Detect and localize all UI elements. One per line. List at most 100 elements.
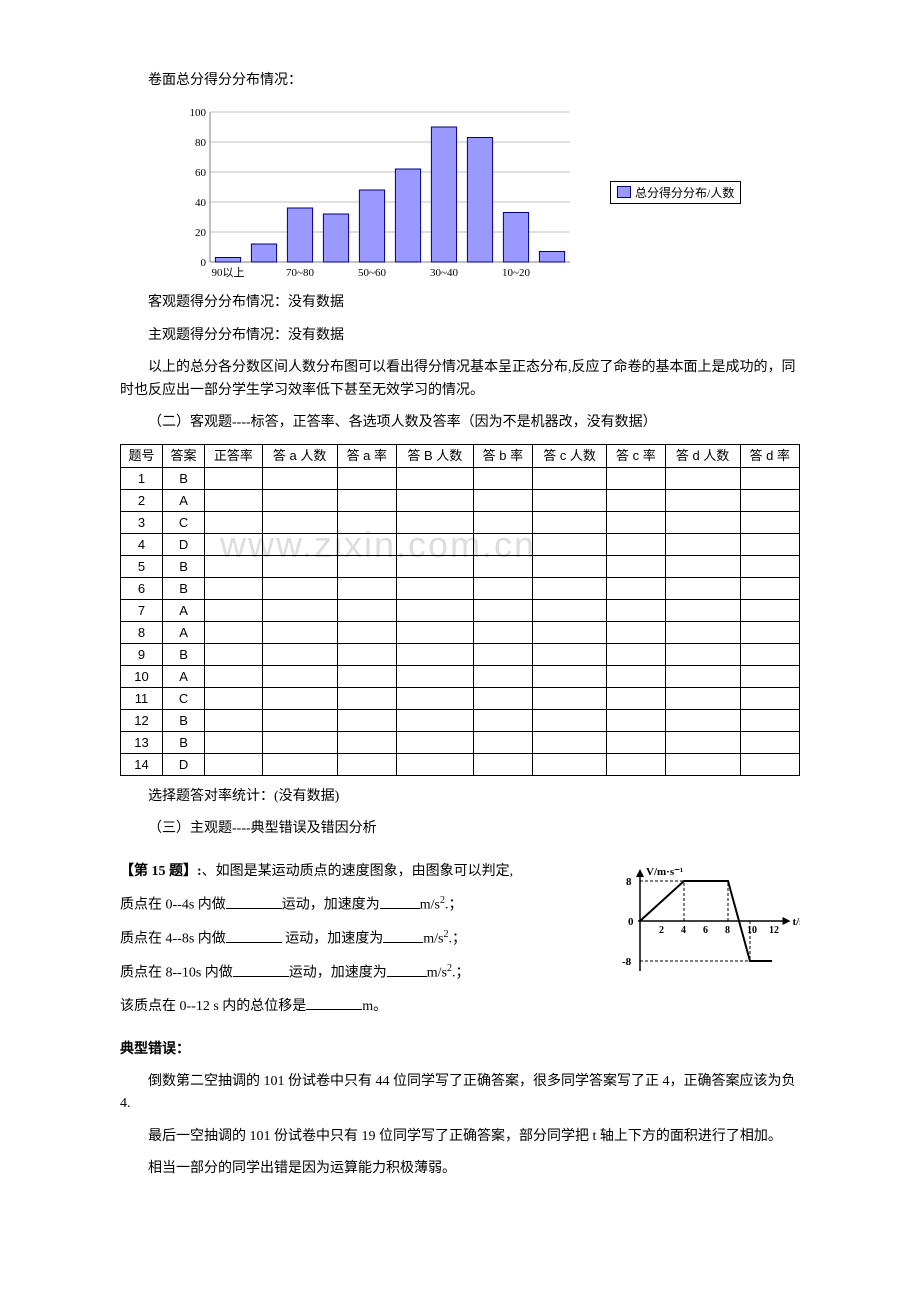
table-cell xyxy=(262,467,337,489)
table-cell xyxy=(337,753,396,775)
table-cell xyxy=(473,753,532,775)
svg-text:40: 40 xyxy=(195,197,207,209)
table-cell: B xyxy=(163,467,205,489)
q15-line1: 质点在 0--4s 内做运动，加速度为m/s2.； xyxy=(120,893,610,917)
table-cell xyxy=(607,555,665,577)
table-header: 答 B 人数 xyxy=(396,445,473,468)
tail: .； xyxy=(445,898,463,913)
table-cell xyxy=(396,555,473,577)
table-cell xyxy=(533,731,607,753)
blank xyxy=(383,928,423,943)
tail: .； xyxy=(452,966,470,981)
table-cell xyxy=(337,467,396,489)
table-cell xyxy=(337,621,396,643)
table-cell: 10 xyxy=(121,665,163,687)
svg-text:80: 80 xyxy=(195,137,207,149)
svg-text:30~40: 30~40 xyxy=(430,267,458,279)
q15-l4b: m。 xyxy=(362,999,387,1014)
table-row: 4D xyxy=(121,533,800,555)
table-cell xyxy=(607,643,665,665)
svg-text:t/s: t/s xyxy=(793,916,801,928)
table-header: 正答率 xyxy=(205,445,263,468)
q15-intro: 、如图是某运动质点的速度图象，由图象可以判定, xyxy=(202,864,514,879)
svg-text:6: 6 xyxy=(703,925,708,936)
table-cell xyxy=(473,599,532,621)
table-cell xyxy=(396,709,473,731)
svg-text:50~60: 50~60 xyxy=(358,267,386,279)
table-cell xyxy=(262,555,337,577)
table-cell: B xyxy=(163,731,205,753)
table-cell xyxy=(337,665,396,687)
table-cell xyxy=(740,665,799,687)
table-cell xyxy=(607,599,665,621)
table-cell xyxy=(665,731,740,753)
table-cell xyxy=(205,555,263,577)
table-header: 题号 xyxy=(121,445,163,468)
table-cell: 13 xyxy=(121,731,163,753)
table-cell xyxy=(262,753,337,775)
table-cell: C xyxy=(163,511,205,533)
svg-text:90以上: 90以上 xyxy=(212,266,245,279)
table-header: 答 c 率 xyxy=(607,445,665,468)
table-cell xyxy=(607,731,665,753)
q15-title: 【第 15 题】: xyxy=(120,864,202,879)
svg-text:100: 100 xyxy=(190,107,207,119)
unit: m/s xyxy=(423,932,443,947)
table-cell xyxy=(205,489,263,511)
table-cell: 12 xyxy=(121,709,163,731)
table-row: 7A xyxy=(121,599,800,621)
bar-chart-svg: 02040608010090以上70~8050~6030~4010~20 xyxy=(180,102,580,282)
q15-l2a: 质点在 4--8s 内做 xyxy=(120,932,226,947)
heading-total-dist: 卷面总分得分分布情况： xyxy=(120,70,800,92)
table-cell xyxy=(533,577,607,599)
table-cell xyxy=(607,511,665,533)
table-cell xyxy=(665,709,740,731)
table-cell xyxy=(262,577,337,599)
svg-text:2: 2 xyxy=(659,925,664,936)
svg-text:8: 8 xyxy=(626,876,632,888)
table-cell xyxy=(337,577,396,599)
table-cell xyxy=(740,599,799,621)
table-cell xyxy=(473,511,532,533)
table-cell xyxy=(533,599,607,621)
table-cell xyxy=(473,555,532,577)
table-cell xyxy=(607,753,665,775)
table-row: 8A xyxy=(121,621,800,643)
table-cell: A xyxy=(163,665,205,687)
table-cell xyxy=(396,533,473,555)
table-row: 5B xyxy=(121,555,800,577)
table-cell xyxy=(262,599,337,621)
table-cell xyxy=(337,489,396,511)
svg-text:4: 4 xyxy=(681,925,686,936)
table-cell xyxy=(337,687,396,709)
table-cell xyxy=(396,731,473,753)
tail: .； xyxy=(449,932,467,947)
q15-l3a: 质点在 8--10s 内做 xyxy=(120,966,233,981)
table-cell xyxy=(262,533,337,555)
table-cell xyxy=(607,489,665,511)
table-cell xyxy=(533,467,607,489)
table-cell: 11 xyxy=(121,687,163,709)
table-cell: B xyxy=(163,709,205,731)
table-cell xyxy=(205,709,263,731)
table-cell xyxy=(262,489,337,511)
table-header: 答 d 率 xyxy=(740,445,799,468)
table-header: 答 c 人数 xyxy=(533,445,607,468)
velocity-time-graph: V/m·s⁻¹t/s08-824681012 xyxy=(610,851,800,981)
svg-text:0: 0 xyxy=(201,257,207,269)
svg-text:0: 0 xyxy=(628,916,634,928)
table-cell xyxy=(262,731,337,753)
svg-text:10: 10 xyxy=(747,925,757,936)
blank xyxy=(226,928,282,943)
q15-l2b: 运动，加速度为 xyxy=(282,932,384,947)
svg-text:60: 60 xyxy=(195,167,207,179)
table-cell: 3 xyxy=(121,511,163,533)
q15-l3b: 运动，加速度为 xyxy=(289,966,387,981)
para-analysis: 以上的总分各分数区间人数分布图可以看出得分情况基本呈正态分布,反应了命卷的基本面… xyxy=(120,357,800,402)
unit: m/s xyxy=(420,898,440,913)
blank xyxy=(387,962,427,977)
table-cell xyxy=(396,511,473,533)
table-cell xyxy=(473,731,532,753)
table-header: 答 a 人数 xyxy=(262,445,337,468)
table-cell xyxy=(533,753,607,775)
